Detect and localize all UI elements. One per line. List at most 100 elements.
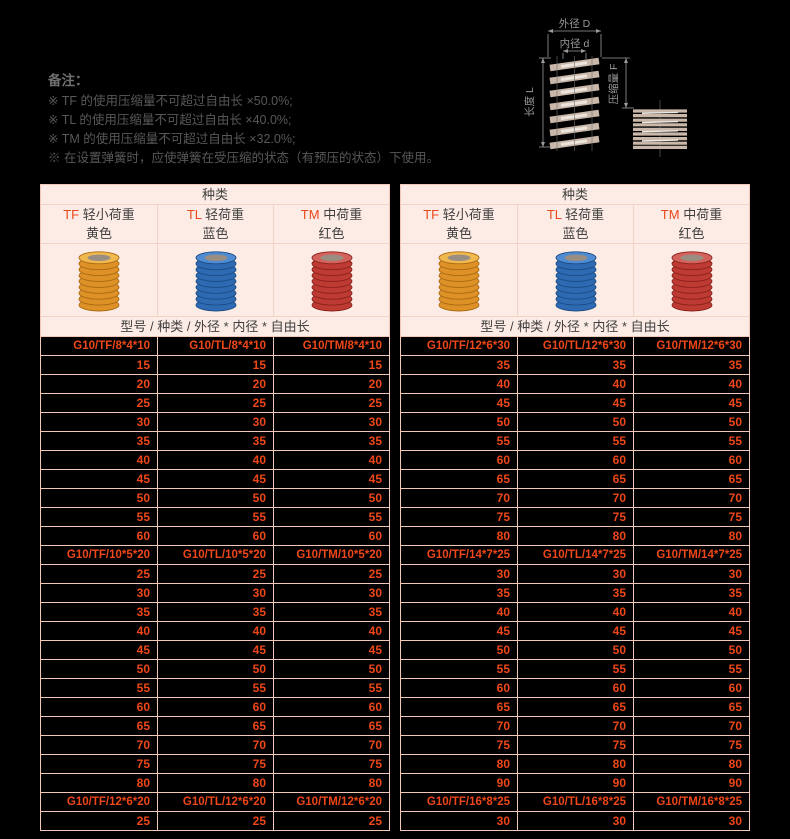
spring-image-yellow [41, 244, 157, 316]
value-cell: 25 [136, 814, 150, 828]
value-cell: 75 [273, 755, 389, 773]
value-cell: 80 [517, 527, 633, 545]
type-col-tm: TM 中荷重 红色 [273, 205, 389, 243]
value-cell: 70 [273, 736, 389, 754]
spring-product-icon [555, 251, 596, 312]
model-cell: G10/TL/12*6*20 [157, 793, 273, 811]
model-row: G10/TF/16*8*25 G10/TL/16*8*25 G10/TM/16*8*… [401, 792, 749, 811]
value-cell: 55 [517, 432, 633, 450]
value-cell: 45 [633, 622, 749, 640]
value-row: 30 30 30 [401, 564, 749, 583]
value-row: 25 25 25 [41, 811, 389, 830]
model-cell: G10/TL/16*8*25 [517, 793, 633, 811]
value-cell: 50 [157, 660, 273, 678]
value-cell: 70 [633, 489, 749, 507]
model-cell: G10/TL/12*6*30 [517, 337, 633, 355]
note-line: ※ 在设置弹簧时，应使弹簧在受压缩的状态（有预压的状态）下使用。 [48, 151, 439, 165]
model-cell: G10/TF/10*5*20 [66, 549, 150, 561]
value-cell: 25 [273, 565, 389, 583]
value-cell: 75 [633, 736, 749, 754]
value-cell: 65 [136, 719, 150, 733]
value-cell: 30 [496, 814, 510, 828]
model-cell: G10/TM/16*8*25 [633, 793, 749, 811]
value-cell: 35 [496, 358, 510, 372]
value-cell: 30 [496, 567, 510, 581]
value-cell: 15 [273, 356, 389, 374]
spec-header: 型号 / 种类 / 外径 * 内径 * 自由长 [401, 317, 749, 336]
value-row: 30 30 30 [41, 412, 389, 431]
value-cell: 30 [517, 565, 633, 583]
value-cell: 75 [517, 736, 633, 754]
value-cell: 45 [273, 641, 389, 659]
value-cell: 45 [157, 641, 273, 659]
value-cell: 45 [273, 470, 389, 488]
value-cell: 75 [496, 738, 510, 752]
value-cell: 55 [136, 681, 150, 695]
model-cell: G10/TM/8*4*10 [273, 337, 389, 355]
value-cell: 35 [136, 434, 150, 448]
type-header: 种类 [401, 185, 749, 205]
type-code: TF [63, 207, 80, 222]
value-cell: 75 [517, 508, 633, 526]
value-cell: 20 [273, 375, 389, 393]
value-row: 65 65 65 [401, 697, 749, 716]
model-cell: G10/TF/16*8*25 [426, 796, 510, 808]
value-cell: 70 [517, 717, 633, 735]
type-col-tl: TL 轻荷重 蓝色 [517, 205, 633, 243]
value-cell: 65 [496, 472, 510, 486]
value-cell: 25 [157, 812, 273, 830]
value-row: 60 60 60 [401, 678, 749, 697]
value-cell: 35 [136, 605, 150, 619]
value-cell: 55 [157, 679, 273, 697]
value-cell: 60 [633, 451, 749, 469]
value-cell: 80 [517, 755, 633, 773]
type-columns: TF 轻小荷重 黄色 TL 轻荷重 蓝色 TM 中荷重 红色 [41, 205, 389, 244]
value-row: 40 40 40 [401, 602, 749, 621]
value-cell: 50 [517, 641, 633, 659]
type-columns: TF 轻小荷重 黄色 TL 轻荷重 蓝色 TM 中荷重 红色 [401, 205, 749, 244]
value-cell: 75 [157, 755, 273, 773]
value-cell: 50 [496, 415, 510, 429]
value-cell: 40 [273, 622, 389, 640]
value-cell: 50 [273, 489, 389, 507]
value-cell: 40 [157, 622, 273, 640]
type-code: TM [660, 207, 680, 222]
model-cell: G10/TL/10*5*20 [157, 546, 273, 564]
spring-spec-table-right: 种类 TF 轻小荷重 黄色 TL 轻荷重 蓝色 TM 中荷重 红色 型号 / 种类 / 外… [400, 184, 750, 831]
type-col-tf: TF 轻小荷重 黄色 [63, 207, 135, 241]
outer-diameter-label: 外径 D [559, 17, 591, 30]
value-cell: 90 [633, 774, 749, 792]
value-cell: 25 [136, 567, 150, 581]
type-code: TM [300, 207, 320, 222]
value-row: 70 70 70 [41, 735, 389, 754]
value-cell: 20 [136, 377, 150, 391]
value-cell: 55 [517, 660, 633, 678]
value-cell: 35 [517, 584, 633, 602]
value-row: 25 25 25 [41, 393, 389, 412]
table-body: G10/TF/8*4*10 G10/TL/8*4*10 G10/TM/8*4*10 1… [41, 336, 389, 830]
value-row: 60 60 60 [41, 526, 389, 545]
spring-product-icon [311, 251, 352, 312]
value-row: 45 45 45 [41, 469, 389, 488]
value-cell: 60 [157, 698, 273, 716]
value-cell: 55 [633, 660, 749, 678]
value-cell: 30 [517, 812, 633, 830]
model-cell: G10/TM/12*6*20 [273, 793, 389, 811]
value-row: 65 65 65 [401, 469, 749, 488]
value-cell: 35 [633, 356, 749, 374]
value-row: 50 50 50 [41, 659, 389, 678]
value-cell: 30 [633, 565, 749, 583]
value-cell: 40 [136, 624, 150, 638]
spring-dimension-diagram: 外径 D 内径 d 长度 L 压缩量 F [520, 0, 770, 172]
spring-product-icon [78, 251, 120, 312]
model-cell: G10/TF/14*7*25 [426, 549, 510, 561]
value-cell: 65 [517, 470, 633, 488]
type-code: TL [186, 207, 202, 222]
model-cell: G10/TM/12*6*30 [633, 337, 749, 355]
value-cell: 50 [633, 413, 749, 431]
value-row: 70 70 70 [401, 488, 749, 507]
value-row: 75 75 75 [401, 507, 749, 526]
value-cell: 65 [633, 698, 749, 716]
value-cell: 40 [496, 605, 510, 619]
spring-diagram-drawing: 外径 D 内径 d 长度 L 压缩量 F [523, 17, 687, 157]
